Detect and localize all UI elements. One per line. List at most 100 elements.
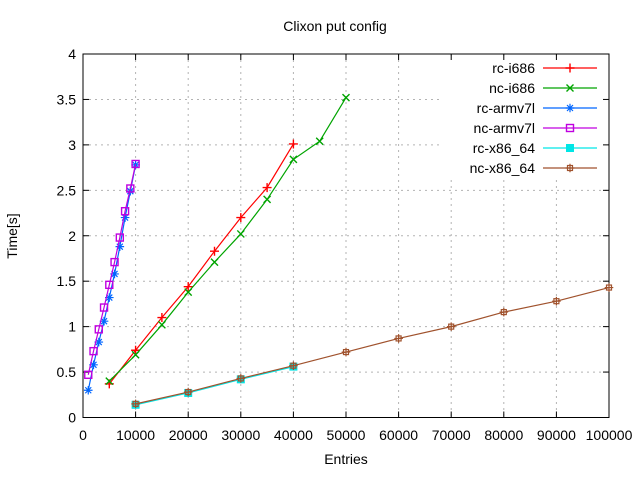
marker-square-plus [500,308,507,316]
x-tick-label: 60000 [379,427,418,443]
x-tick-label: 100000 [586,427,633,443]
series-line-nc-i686 [108,97,347,382]
x-tick-label: 40000 [274,427,313,443]
y-tick-label: 4 [68,46,76,62]
marker-cross [289,155,298,164]
marker-square-plus [185,388,192,396]
series-layer [83,93,614,409]
marker-square-plus [342,348,350,356]
legend-background [440,56,607,180]
series-line-nc-x86_64 [135,286,610,405]
y-tick-label: 1.5 [57,273,77,289]
marker-cross [184,288,193,297]
marker-open-square [115,233,125,242]
marker-asterisk [83,385,93,395]
x-tick-label: 80000 [484,427,523,443]
marker-cross [105,377,114,386]
y-tick-label: 1 [68,319,76,335]
marker-open-square [120,207,130,216]
y-tick-label: 0 [68,410,76,426]
legend-item-rc-x86_64: rc-x86_64 [473,140,597,156]
axes-layer: 0 10000 20000 30000 40000 50000 60000 70000 8000… [57,46,633,443]
marker-cross [263,195,272,204]
marker-square-plus [448,323,455,330]
marker-cross [342,93,350,102]
marker-open-square [94,325,103,334]
x-tick-label: 20000 [169,427,208,443]
x-tick-label: 90000 [537,427,576,443]
x-tick-label: 0 [79,427,87,443]
marker-cross [131,350,140,359]
series-nc-x86_64 [131,283,614,409]
legend-item-rc-i686: rc-i686 [492,60,597,76]
marker-square-plus [237,375,244,382]
marker-asterisk [94,337,104,347]
marker-cross [210,258,219,267]
series-rc-i686 [104,139,298,389]
legend-item-nc-armv7l: nc-armv7l [474,120,597,136]
y-tick-label: 0.5 [57,364,77,380]
marker-open-square [131,159,140,169]
marker-open-square [89,346,98,356]
marker-square-plus [395,335,402,342]
grid-layer [83,54,609,418]
marker-plus [288,139,298,149]
marker-plus [262,183,272,193]
marker-asterisk [126,186,135,196]
marker-asterisk [89,360,98,370]
marker-asterisk [115,242,125,251]
x-tick-label: 30000 [221,427,260,443]
y-tick-label: 2 [68,228,76,244]
y-tick-label: 2.5 [57,182,77,198]
legend-item-nc-x86_64: nc-x86_64 [470,160,597,176]
y-tick-label: 3.5 [57,91,77,107]
marker-plus [210,246,219,256]
series-line-rc-armv7l [87,164,137,391]
marker-plus [157,313,167,323]
marker-square-plus [290,362,297,369]
legend-item-rc-armv7l: rc-armv7l [477,100,597,116]
plot-border [82,53,610,418]
marker-asterisk [565,103,575,113]
marker-cross [315,137,324,146]
y-axis-label: Time[s] [4,213,20,258]
labels-layer: Clixon put config Entries Time[s] [4,18,387,467]
marker-asterisk [120,213,130,222]
legend-label-nc-x86_64: nc-x86_64 [470,160,536,176]
marker-square-plus [132,400,139,407]
x-tick-label: 70000 [432,427,471,443]
marker-open-square [565,123,575,133]
chart-title: Clixon put config [283,18,387,34]
x-tick-label: 10000 [116,427,155,443]
marker-plus [131,345,141,355]
marker-square-plus [605,284,613,291]
marker-plus [236,213,246,223]
marker-open-square [84,370,93,379]
marker-square-plus [566,164,574,172]
y-tick-label: 3 [68,137,76,153]
marker-cross [236,229,245,238]
marker-cross [157,320,166,329]
legend-label-rc-armv7l: rc-armv7l [477,100,535,116]
series-nc-armv7l [84,159,140,379]
marker-open-square [99,303,109,312]
legend-label-nc-armv7l: nc-armv7l [474,120,535,136]
legend-label-nc-i686: nc-i686 [489,80,535,96]
marker-open-square [110,257,119,267]
series-nc-i686 [105,93,350,386]
marker-square-plus [553,298,560,305]
x-tick-label: 50000 [327,427,366,443]
series-line-rc-x86_64 [135,366,294,406]
x-axis-label: Entries [324,451,368,467]
legend-label-rc-x86_64: rc-x86_64 [473,140,535,156]
marker-asterisk [110,269,119,279]
marker-filled-square [566,144,574,152]
legend-label-rc-i686: rc-i686 [492,60,535,76]
marker-cross [566,84,574,92]
marker-asterisk [105,293,114,302]
marker-open-square [126,184,135,193]
marker-asterisk [99,316,109,326]
legend-item-nc-i686: nc-i686 [489,80,597,96]
series-line-nc-armv7l [87,163,137,375]
